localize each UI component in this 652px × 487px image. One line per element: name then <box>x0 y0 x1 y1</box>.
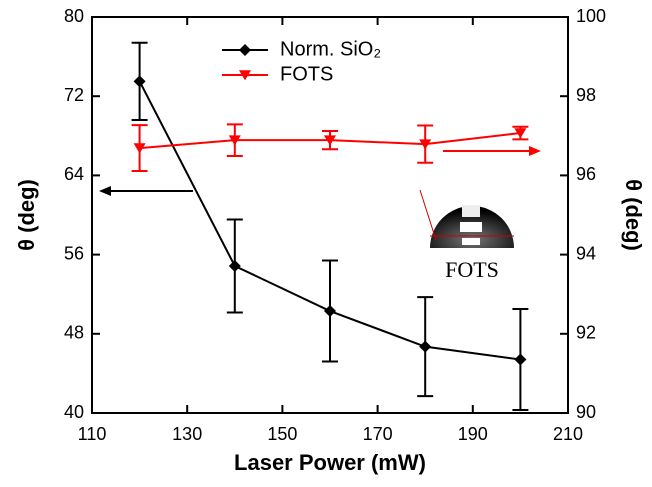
legend-label: Norm. SiO₂ <box>280 38 381 60</box>
point <box>228 135 241 146</box>
y-axis-label: θ (deg) <box>14 179 39 251</box>
y2-tick-label: 94 <box>576 243 596 263</box>
y2-tick-label: 90 <box>576 402 596 422</box>
y-tick-label: 48 <box>64 323 84 343</box>
y2-tick-label: 92 <box>576 323 596 343</box>
point <box>419 340 432 353</box>
y2-axis-label: θ (deg) <box>621 179 646 251</box>
annotation: FOTS <box>445 257 499 282</box>
point <box>133 75 146 88</box>
point <box>133 143 146 154</box>
legend-marker <box>239 70 251 81</box>
legend-marker <box>239 44 251 56</box>
y-tick-label: 64 <box>64 164 84 184</box>
x-tick-label: 170 <box>363 424 393 444</box>
x-tick-label: 190 <box>458 424 488 444</box>
point <box>514 353 527 366</box>
y-tick-label: 56 <box>64 243 84 263</box>
y2-tick-label: 100 <box>576 6 606 26</box>
point <box>514 128 527 139</box>
point <box>228 259 241 272</box>
axis-arrow-right <box>443 146 541 156</box>
x-tick-label: 130 <box>172 424 202 444</box>
x-tick-label: 110 <box>78 424 107 444</box>
axis-arrow-left <box>99 186 193 196</box>
droplet-inset <box>419 189 514 248</box>
y-tick-label: 40 <box>64 402 84 422</box>
y-tick-label: 72 <box>64 85 84 105</box>
y2-tick-label: 98 <box>576 85 596 105</box>
point <box>324 305 336 318</box>
x-axis-label: Laser Power (mW) <box>234 450 426 475</box>
point <box>324 135 336 146</box>
y2-tick-label: 96 <box>576 164 596 184</box>
x-tick-label: 150 <box>267 424 297 444</box>
legend-label: FOTS <box>280 63 333 85</box>
y-tick-label: 80 <box>64 6 84 26</box>
plot-frame <box>91 16 569 414</box>
x-tick-label: 210 <box>553 424 583 444</box>
point <box>419 139 432 150</box>
